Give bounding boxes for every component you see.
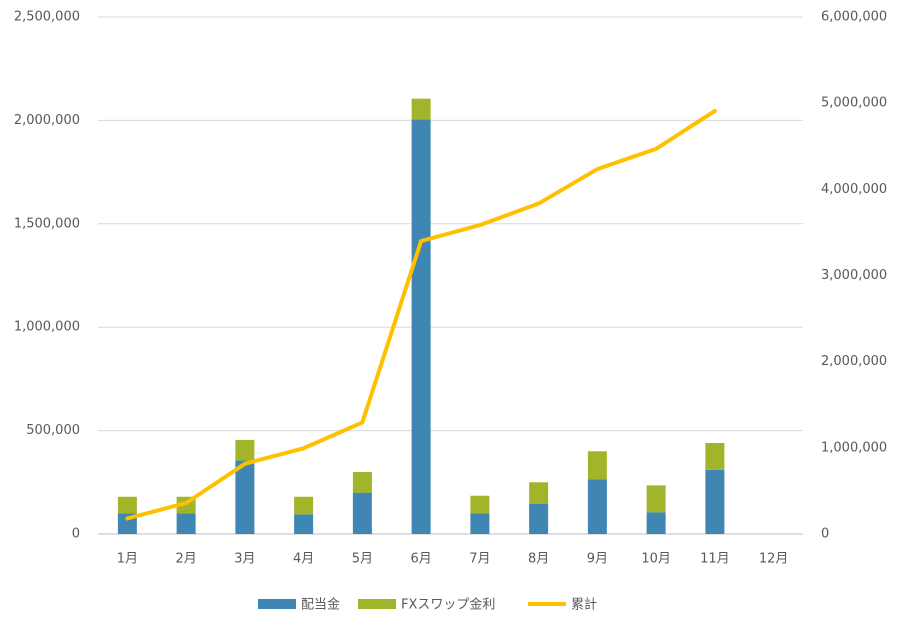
- x-tick-label: 10月: [641, 552, 671, 567]
- bar-fx-swap: [646, 485, 666, 513]
- y-left-tick-label: 2,000,000: [14, 113, 80, 128]
- bar-dividend: [705, 469, 725, 534]
- x-tick-label: 6月: [410, 552, 431, 567]
- y-right-tick-label: 5,000,000: [821, 96, 887, 111]
- y-right-tick-label: 1,000,000: [821, 440, 887, 455]
- bar-dividend: [411, 119, 431, 534]
- bar-fx-swap: [294, 496, 314, 515]
- bar-fx-swap: [529, 482, 549, 505]
- legend-label: FXスワップ金利: [401, 597, 495, 613]
- y-left-tick-label: 0: [72, 527, 80, 542]
- y-left-tick-label: 2,500,000: [14, 10, 80, 25]
- y-right-tick-label: 4,000,000: [821, 182, 887, 197]
- legend-swatch: [358, 599, 396, 609]
- x-tick-label: 7月: [469, 552, 490, 567]
- x-tick-label: 4月: [293, 552, 314, 567]
- bar-fx-swap: [705, 443, 725, 470]
- y-left-tick-label: 1,500,000: [14, 216, 80, 231]
- bar-dividend: [176, 513, 196, 534]
- bar-dividend: [646, 512, 666, 534]
- x-tick-label: 3月: [234, 552, 255, 567]
- y-right-tick-label: 2,000,000: [821, 354, 887, 369]
- x-tick-label: 12月: [759, 552, 789, 567]
- legend-label: 累計: [571, 597, 597, 613]
- y-right-tick-label: 3,000,000: [821, 268, 887, 283]
- bar-dividend: [529, 504, 549, 534]
- x-tick-label: 8月: [528, 552, 549, 567]
- bar-fx-swap: [352, 471, 372, 493]
- y-right-tick-label: 6,000,000: [821, 10, 887, 25]
- y-right-tick-label: 0: [821, 527, 829, 542]
- bar-fx-swap: [587, 451, 607, 480]
- y-left-tick-label: 500,000: [26, 423, 80, 438]
- bar-dividend: [352, 492, 372, 534]
- legend-label: 配当金: [301, 597, 340, 613]
- bar-fx-swap: [117, 496, 137, 514]
- x-tick-label: 1月: [117, 552, 138, 567]
- bar-dividend: [587, 479, 607, 534]
- bar-fx-swap: [235, 439, 255, 461]
- x-tick-label: 9月: [587, 552, 608, 567]
- line-cumulative: [125, 108, 717, 521]
- legend-swatch: [258, 599, 296, 609]
- x-tick-label: 5月: [352, 552, 373, 567]
- x-tick-label: 2月: [175, 552, 196, 567]
- bar-dividend: [294, 514, 314, 534]
- y-left-tick-label: 1,000,000: [14, 320, 80, 335]
- bar-dividend: [470, 513, 490, 534]
- x-tick-label: 11月: [700, 552, 730, 567]
- bar-dividend: [235, 460, 255, 534]
- bar-fx-swap: [470, 495, 490, 514]
- bar-fx-swap: [411, 98, 431, 120]
